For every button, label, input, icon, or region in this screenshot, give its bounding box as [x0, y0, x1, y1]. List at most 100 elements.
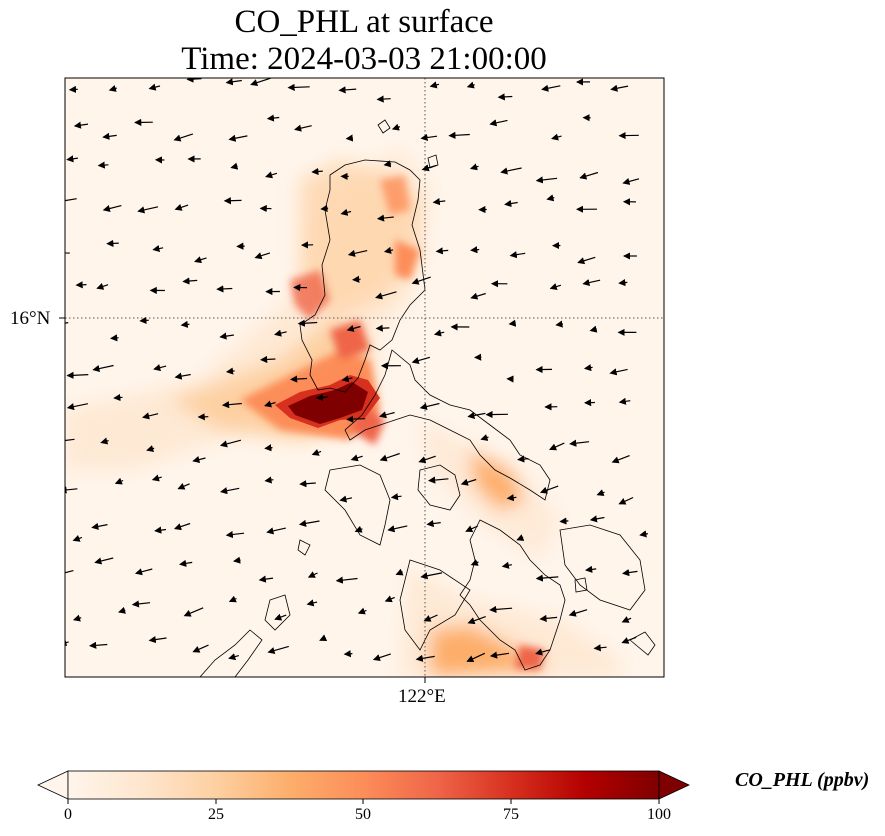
wind-arrow [577, 256, 596, 265]
wind-arrow [549, 442, 565, 451]
wind-arrow [228, 134, 248, 142]
wind-arrow [297, 319, 318, 327]
wind-arrow [419, 402, 440, 411]
wind-arrow [340, 208, 352, 216]
wind-arrow [470, 246, 480, 254]
wind-arrow [339, 495, 353, 503]
wind-arrow [335, 576, 358, 584]
wind-arrow [110, 334, 119, 342]
wind-arrow [618, 397, 631, 405]
wind-arrow [535, 176, 558, 184]
wind-arrow [583, 364, 593, 372]
wind-arrow [390, 493, 402, 501]
wind-arrow [137, 206, 159, 214]
wind-arrow [319, 634, 328, 641]
wind-arrow [395, 568, 404, 576]
wind-arrow [379, 452, 400, 462]
map-title-line2: Time: 2024-03-03 21:00:00 [181, 41, 547, 77]
wind-arrow [506, 494, 517, 502]
wind-arrow [346, 415, 366, 423]
wind-arrow [549, 283, 562, 291]
wind-arrow [265, 171, 278, 179]
wind-arrow [376, 214, 394, 222]
wind-arrow [622, 177, 640, 185]
wind-arrow [225, 367, 235, 375]
wind-arrow [448, 131, 470, 139]
wind-arrow [489, 605, 513, 614]
wind-arrow [372, 653, 391, 662]
colorbar-extend-max [658, 770, 690, 800]
wind-arrow [73, 121, 89, 129]
wind-arrow [535, 574, 559, 582]
wind-arrow [350, 454, 363, 462]
wind-arrow [500, 167, 522, 175]
wind-arrow [221, 401, 242, 409]
wind-arrow [467, 411, 486, 419]
wind-arrow [589, 515, 605, 523]
wind-arrow [182, 277, 198, 285]
wind-arrow [352, 275, 361, 283]
colorbar-tick-50: 50 [355, 806, 371, 823]
wind-arrow [609, 368, 628, 376]
wind-arrow [75, 281, 87, 289]
wind-arrow [216, 285, 233, 293]
wind-arrow [134, 568, 153, 576]
colorbar-tick-0: 0 [64, 806, 72, 823]
wind-arrow [384, 595, 395, 603]
wind-arrow [254, 252, 271, 260]
wind-arrow [517, 455, 529, 463]
wind-arrow [219, 332, 234, 340]
map-title-line1: CO_PHL at surface [234, 4, 494, 40]
wind-arrow [411, 276, 431, 285]
wind-arrow [146, 445, 155, 452]
wind-arrow [142, 412, 159, 420]
wind-arrow [589, 325, 598, 333]
wind-arrow [108, 84, 117, 92]
wind-arrow [94, 557, 114, 565]
wind-arrow [489, 651, 510, 659]
wind-arrow [357, 607, 367, 615]
wind-arrow [465, 525, 479, 533]
wind-arrow [151, 474, 162, 482]
wind-arrow [504, 199, 518, 208]
wind-arrow [596, 489, 605, 497]
wind-arrow [97, 161, 109, 169]
wind-arrow [611, 455, 630, 464]
wind-arrow [92, 364, 114, 373]
wind-arrow [154, 526, 167, 534]
map-frame [64, 77, 665, 678]
wind-arrow [264, 476, 274, 484]
wind-arrow [610, 84, 629, 92]
wind-arrow [114, 477, 124, 485]
wind-arrow [621, 616, 632, 623]
wind-arrow [65, 569, 74, 577]
wind-arrow [118, 606, 126, 614]
wind-arrow [354, 525, 363, 533]
wind-arrow [96, 282, 109, 290]
wind-arrow [311, 449, 322, 456]
wind-arrow [470, 559, 479, 566]
wind-arrow [152, 245, 164, 253]
wind-arrow [264, 400, 276, 408]
wind-arrow [315, 393, 328, 401]
wind-arrow [250, 78, 272, 87]
wind-arrow [320, 204, 329, 212]
wind-arrow [219, 439, 242, 448]
wind-arrow [72, 614, 82, 622]
wind-arrow [509, 251, 526, 259]
wind-arrow [274, 329, 287, 337]
wind-arrow [376, 95, 391, 103]
coastlines [199, 119, 656, 677]
wind-arrow [568, 609, 588, 617]
wind-arrow [220, 487, 240, 495]
wind-arrow [420, 133, 438, 142]
wind-arrow [618, 278, 628, 287]
wind-arrow [65, 639, 69, 646]
wind-arrow [72, 534, 83, 542]
wind-arrow [131, 600, 151, 608]
wind-arrow [139, 316, 149, 324]
wind-arrow [102, 205, 122, 213]
wind-arrow [66, 371, 89, 379]
wind-arrow [186, 78, 202, 83]
